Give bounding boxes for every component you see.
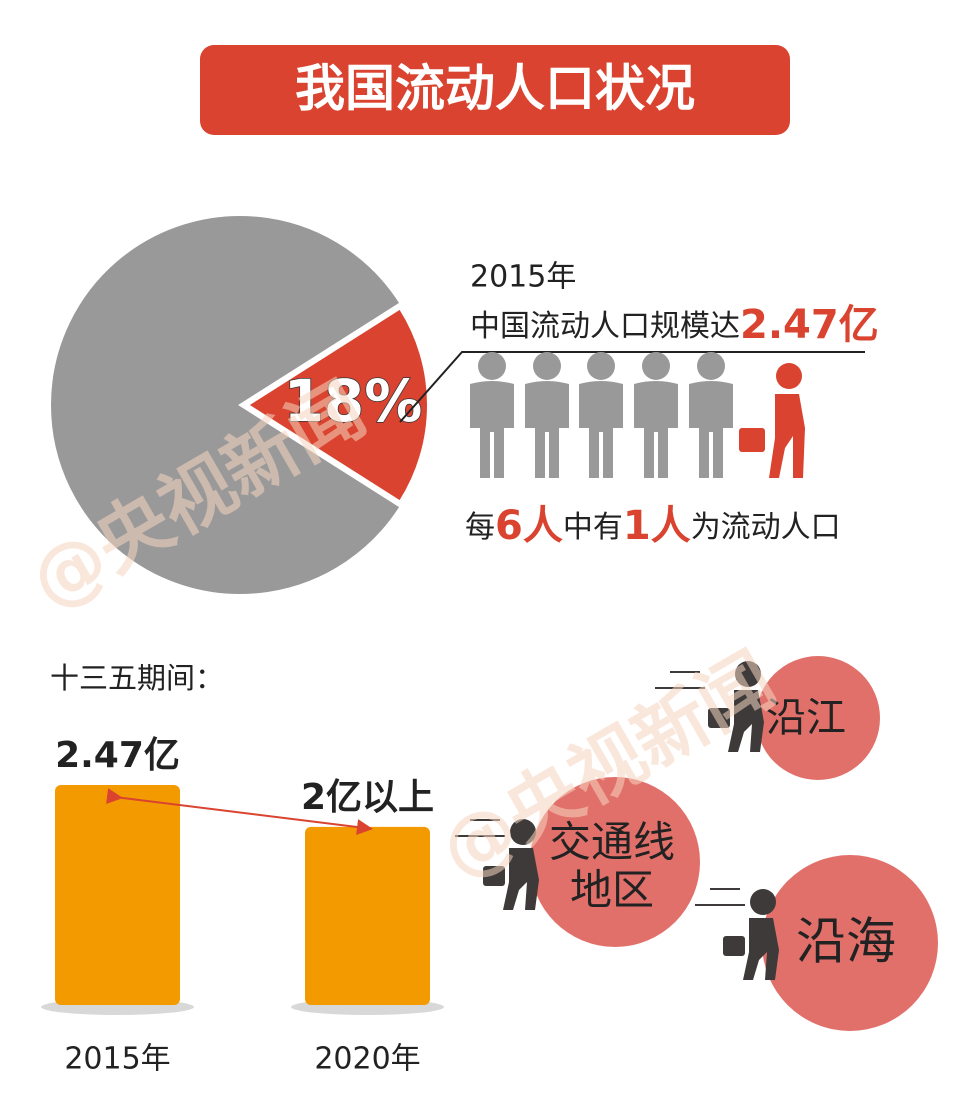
note-amount: 2.47亿 — [740, 302, 879, 348]
pie-value-label: 18% — [284, 367, 423, 435]
period-label: 十三五期间： — [50, 661, 224, 695]
title: 我国流动人口状况 — [295, 60, 695, 118]
title-box — [200, 45, 790, 135]
bar-value-label: 2亿以上 — [301, 777, 434, 818]
note-line: 中国流动人口规模达2.47亿 — [470, 302, 879, 348]
region-circle — [756, 656, 880, 780]
regions: 沿江 交通线 地区 沿海 — [455, 656, 938, 1031]
region-circle — [530, 777, 700, 947]
people-icons — [470, 352, 805, 478]
region-label: 沿海 — [796, 913, 896, 971]
bar-value-label: 2.47亿 — [55, 735, 180, 776]
region-label: 地区 — [570, 866, 654, 915]
ratio-text: 为流动人口 — [691, 510, 841, 545]
leader-line — [399, 351, 865, 423]
ratio-line: 每6人中有1人为流动人口 — [465, 503, 841, 549]
ratio-highlight: 1人 — [623, 503, 691, 549]
ratio-text: 中有 — [563, 510, 623, 545]
region-label: 沿江 — [766, 695, 846, 741]
category-label: 2020年 — [314, 1042, 420, 1077]
pie-slice — [246, 307, 429, 503]
pie-chart: 18% — [49, 214, 429, 596]
pie-slice — [49, 214, 402, 596]
bar-chart: 2.47亿 2015年 2亿以上 2020年 — [41, 735, 444, 1077]
region-circle — [762, 855, 938, 1031]
note-year: 2015年 — [470, 260, 576, 295]
ratio-highlight: 6人 — [495, 503, 563, 549]
region-label: 交通线 — [549, 818, 675, 867]
note-text: 中国流动人口规模达 — [470, 309, 740, 344]
bar — [55, 785, 180, 1005]
trend-arrow — [106, 788, 373, 835]
category-label: 2015年 — [64, 1042, 170, 1077]
ratio-text: 每 — [465, 510, 495, 545]
bar — [305, 826, 430, 1005]
